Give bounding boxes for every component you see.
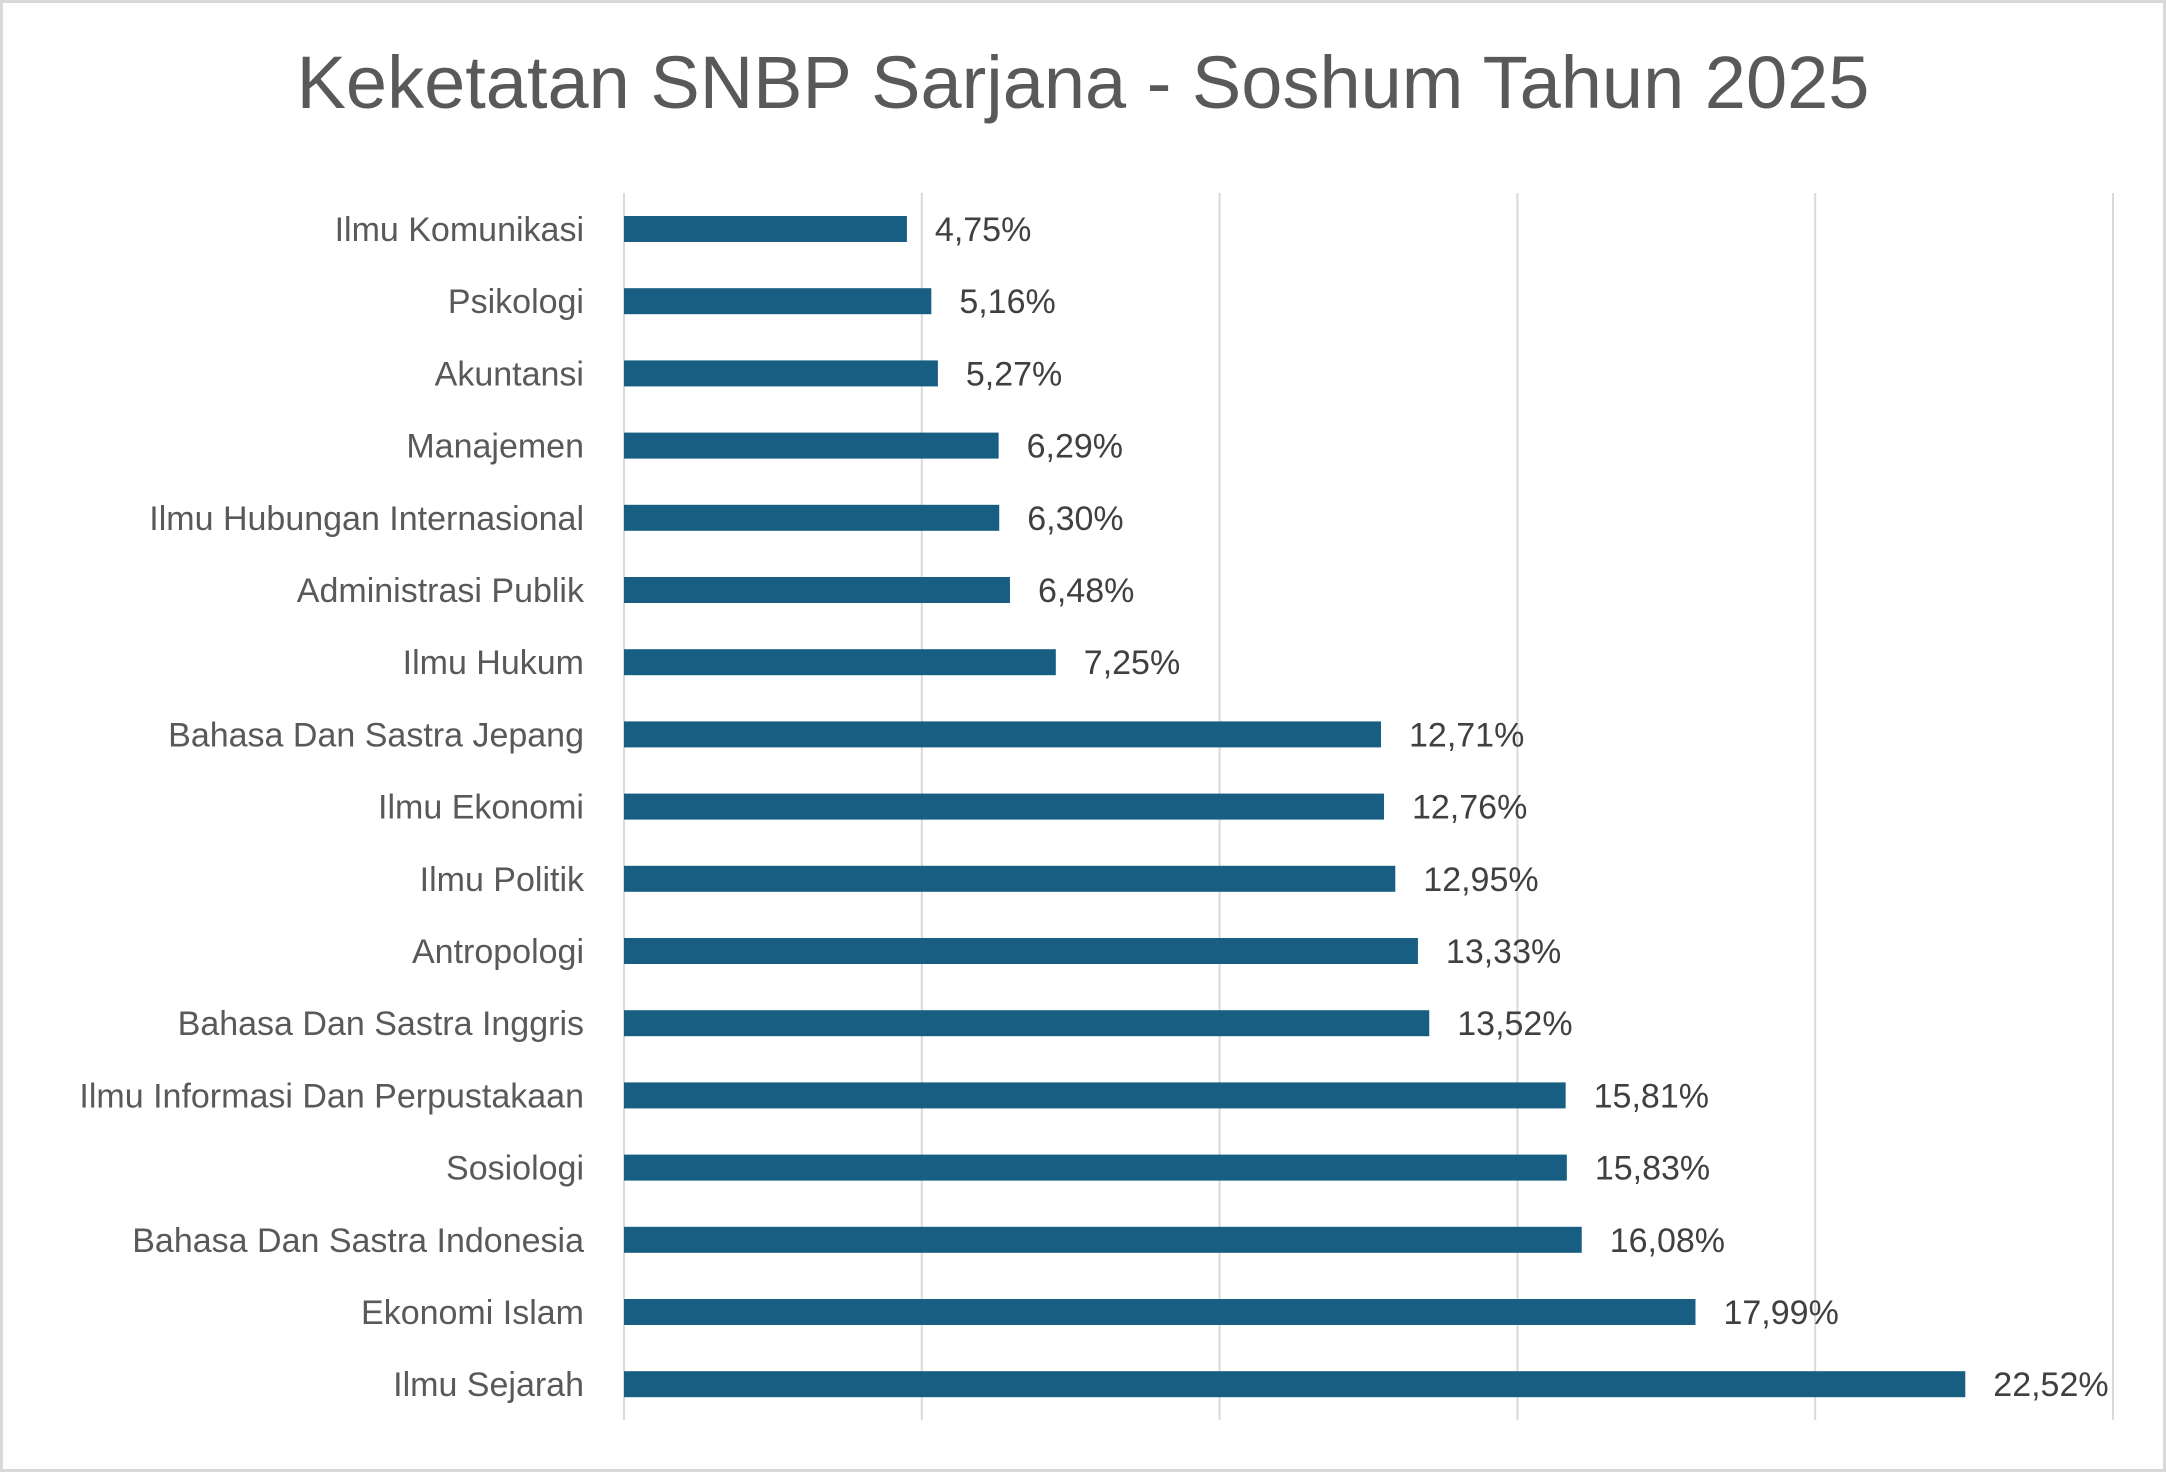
bar xyxy=(624,1154,1567,1181)
data-label: 16,08% xyxy=(1610,1222,1725,1260)
category-label: Akuntansi xyxy=(435,355,584,393)
bar xyxy=(624,1371,1966,1398)
bar xyxy=(624,938,1418,964)
data-label: 6,30% xyxy=(1027,500,1123,538)
data-label: 22,52% xyxy=(1993,1366,2108,1404)
data-label: 15,81% xyxy=(1594,1077,1709,1115)
bar xyxy=(624,216,907,242)
data-label: 5,16% xyxy=(959,283,1055,321)
category-label: Ekonomi Islam xyxy=(361,1294,584,1332)
data-label: 4,75% xyxy=(935,211,1031,249)
data-label: 15,83% xyxy=(1595,1150,1710,1188)
bar xyxy=(624,721,1382,748)
data-label: 17,99% xyxy=(1723,1294,1838,1332)
category-label: Ilmu Hukum xyxy=(403,644,584,682)
category-label: Ilmu Informasi Dan Perpustakaan xyxy=(79,1077,584,1115)
bar xyxy=(624,432,999,459)
bar xyxy=(624,1082,1566,1109)
data-label: 6,48% xyxy=(1038,572,1134,610)
category-label: Ilmu Politik xyxy=(420,861,585,899)
data-label: 12,71% xyxy=(1409,716,1524,754)
bar xyxy=(624,865,1396,892)
category-label: Ilmu Komunikasi xyxy=(335,211,584,249)
data-label: 12,95% xyxy=(1423,861,1538,899)
bar xyxy=(624,360,938,387)
data-label: 5,27% xyxy=(966,355,1062,393)
category-label: Ilmu Hubungan Internasional xyxy=(149,500,584,538)
data-label: 12,76% xyxy=(1412,789,1527,827)
bar xyxy=(624,1226,1582,1253)
category-label: Psikologi xyxy=(448,283,584,321)
category-label: Bahasa Dan Sastra Inggris xyxy=(178,1005,584,1043)
category-label: Bahasa Dan Sastra Jepang xyxy=(168,716,584,754)
bar xyxy=(624,793,1384,820)
data-label: 7,25% xyxy=(1084,644,1180,682)
data-label: 13,52% xyxy=(1457,1005,1572,1043)
bar xyxy=(624,577,1010,603)
chart-title: Keketatan SNBP Sarjana - Soshum Tahun 20… xyxy=(296,41,1870,124)
bar xyxy=(624,504,1000,531)
category-label: Manajemen xyxy=(406,428,584,466)
bar xyxy=(624,1010,1430,1037)
bar xyxy=(624,649,1056,676)
category-label: Bahasa Dan Sastra Indonesia xyxy=(132,1222,584,1260)
data-label: 13,33% xyxy=(1446,933,1561,971)
bar xyxy=(624,288,932,315)
category-label: Ilmu Sejarah xyxy=(393,1366,584,1404)
category-label: Ilmu Ekonomi xyxy=(378,789,584,827)
category-label: Administrasi Publik xyxy=(297,572,585,610)
data-label: 6,29% xyxy=(1027,428,1123,466)
bar xyxy=(624,1299,1696,1325)
category-label: Sosiologi xyxy=(446,1150,584,1188)
category-label: Antropologi xyxy=(412,933,584,971)
